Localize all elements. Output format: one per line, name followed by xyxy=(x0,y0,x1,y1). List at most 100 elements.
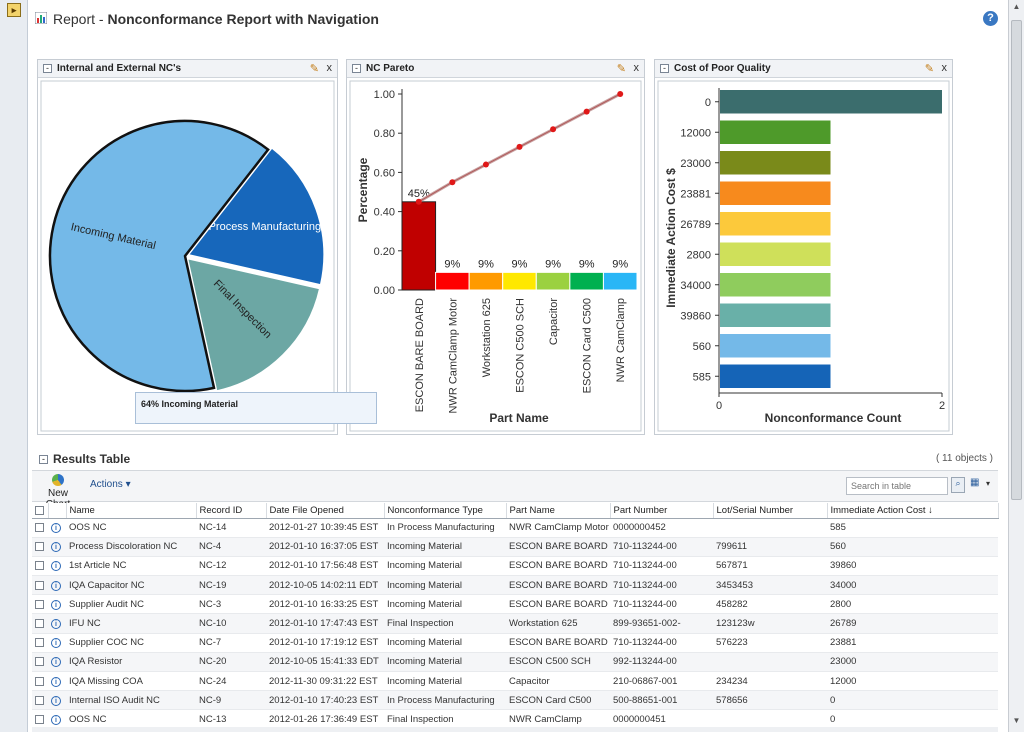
row-checkbox[interactable] xyxy=(35,599,44,609)
row-checkbox-cell[interactable] xyxy=(32,537,48,557)
row-checkbox[interactable] xyxy=(35,580,44,590)
column-header[interactable]: Immediate Action Cost ↓ xyxy=(827,503,999,519)
table-row[interactable]: i IQA Missing COA NC-24 2012-11-30 09:31:22… xyxy=(32,671,998,692)
new-chart-button[interactable]: New Chart xyxy=(36,473,80,510)
bar[interactable] xyxy=(720,90,942,114)
info-icon[interactable]: i xyxy=(51,580,61,591)
table-row[interactable]: i 1st Article NC NC-12 2012-01-10 17:56:48 … xyxy=(32,556,998,577)
scroll-thumb[interactable] xyxy=(1011,20,1022,500)
column-header[interactable]: Record ID xyxy=(196,503,267,519)
row-checkbox[interactable] xyxy=(35,676,44,686)
bar[interactable] xyxy=(435,271,470,291)
row-checkbox[interactable] xyxy=(35,638,44,648)
cumulative-point[interactable] xyxy=(583,108,590,115)
vertical-scrollbar[interactable]: ▲ ▼ xyxy=(1008,0,1024,732)
pie-slice[interactable] xyxy=(187,147,325,286)
info-cell[interactable]: i xyxy=(48,652,66,673)
table-row[interactable]: i Supplier Audit NC NC-3 2012-01-10 16:33:2… xyxy=(32,594,998,615)
info-cell[interactable]: i xyxy=(48,556,66,577)
info-cell[interactable]: i xyxy=(48,690,66,711)
bar[interactable] xyxy=(720,273,831,297)
bar[interactable] xyxy=(720,151,831,175)
expand-sidebar-icon[interactable]: ▸ xyxy=(7,3,21,17)
help-icon[interactable]: ? xyxy=(983,11,998,26)
info-icon[interactable]: i xyxy=(51,561,61,572)
bar[interactable] xyxy=(720,212,831,236)
table-row[interactable]: i Process Discoloration NC NC-4 2012-01-10 … xyxy=(32,537,998,557)
row-checkbox-cell[interactable] xyxy=(32,556,48,577)
collapse-icon[interactable]: - xyxy=(39,455,48,464)
row-checkbox-cell[interactable] xyxy=(32,690,48,711)
bar[interactable] xyxy=(602,271,638,291)
cumulative-point[interactable] xyxy=(482,161,489,168)
search-icon[interactable]: ⌕ xyxy=(951,477,965,493)
select-all-checkbox[interactable] xyxy=(35,505,44,515)
info-cell[interactable]: i xyxy=(48,671,66,692)
scroll-down-icon[interactable]: ▼ xyxy=(1012,716,1021,725)
edit-icon[interactable]: ✎ xyxy=(309,63,319,75)
info-cell[interactable]: i xyxy=(48,537,66,557)
edit-icon[interactable]: ✎ xyxy=(616,63,626,75)
collapse-icon[interactable]: - xyxy=(352,64,361,73)
info-cell[interactable]: i xyxy=(48,613,66,634)
row-checkbox-cell[interactable] xyxy=(32,633,48,653)
bar[interactable] xyxy=(569,271,604,291)
bar[interactable] xyxy=(468,271,504,291)
chevron-down-icon[interactable]: ▾ xyxy=(986,479,991,488)
table-row[interactable]: i OOS NC NC-13 2012-01-26 17:36:49 EST Final… xyxy=(32,709,998,730)
row-checkbox-cell[interactable] xyxy=(32,594,48,615)
info-icon[interactable]: i xyxy=(51,676,61,687)
info-icon[interactable]: i xyxy=(51,638,61,649)
row-checkbox-cell[interactable] xyxy=(32,613,48,634)
info-icon[interactable]: i xyxy=(51,695,61,706)
edit-icon[interactable]: ✎ xyxy=(924,63,934,75)
close-icon[interactable]: x xyxy=(326,62,333,74)
search-input[interactable] xyxy=(846,477,948,495)
cumulative-point[interactable] xyxy=(415,198,422,205)
row-checkbox[interactable] xyxy=(35,657,44,667)
columns-icon[interactable]: ▦ xyxy=(970,477,980,488)
column-header[interactable]: Nonconformance Type xyxy=(384,503,507,519)
column-header[interactable]: Lot/Serial Number xyxy=(713,503,828,519)
table-row[interactable]: i IQA Capacitor NC NC-19 2012-10-05 14:02:1… xyxy=(32,575,998,596)
column-header[interactable]: Name xyxy=(66,503,197,519)
close-icon[interactable]: x xyxy=(941,62,948,74)
cumulative-point[interactable] xyxy=(617,91,624,97)
row-checkbox[interactable] xyxy=(35,542,44,552)
table-row[interactable]: i IFU NC NC-10 2012-01-10 17:47:43 EST Final… xyxy=(32,613,998,634)
table-row[interactable]: i OOS NC NC-14 2012-01-27 10:39:45 EST In Pr… xyxy=(32,518,998,538)
row-checkbox[interactable] xyxy=(35,523,44,533)
info-icon[interactable]: i xyxy=(51,657,61,668)
info-icon[interactable]: i xyxy=(51,523,61,534)
pie-slice[interactable] xyxy=(48,119,270,393)
info-icon[interactable]: i xyxy=(51,619,61,630)
bar[interactable] xyxy=(535,271,571,291)
info-cell[interactable]: i xyxy=(48,594,66,615)
cumulative-point[interactable] xyxy=(550,126,557,133)
column-header[interactable]: Part Number xyxy=(610,503,714,519)
column-header[interactable]: Part Name xyxy=(506,503,611,519)
row-checkbox-cell[interactable] xyxy=(32,518,48,538)
bar[interactable] xyxy=(720,364,831,389)
actions-menu[interactable]: Actions ▾ xyxy=(90,479,131,490)
close-icon[interactable]: x xyxy=(633,62,640,74)
select-all-cell[interactable] xyxy=(32,503,49,519)
row-checkbox[interactable] xyxy=(35,714,44,724)
table-row[interactable]: i Internal ISO Audit NC NC-9 2012-01-10 17:… xyxy=(32,690,998,711)
row-checkbox-cell[interactable] xyxy=(32,652,48,673)
row-checkbox-cell[interactable] xyxy=(32,575,48,596)
bar[interactable] xyxy=(720,181,831,206)
collapse-icon[interactable]: - xyxy=(660,64,669,73)
info-cell[interactable]: i xyxy=(48,633,66,653)
column-header[interactable]: Date File Opened xyxy=(266,503,385,519)
info-cell[interactable]: i xyxy=(48,709,66,730)
bar[interactable] xyxy=(720,242,831,267)
bar[interactable] xyxy=(720,334,831,358)
bar[interactable] xyxy=(401,201,437,291)
cumulative-point[interactable] xyxy=(449,179,456,186)
collapse-icon[interactable]: - xyxy=(43,64,52,73)
info-icon[interactable]: i xyxy=(51,542,61,553)
bar[interactable] xyxy=(720,120,831,145)
bar[interactable] xyxy=(502,271,537,291)
table-row[interactable]: i Supplier COC NC NC-7 2012-01-10 17:19:12 … xyxy=(32,633,998,653)
